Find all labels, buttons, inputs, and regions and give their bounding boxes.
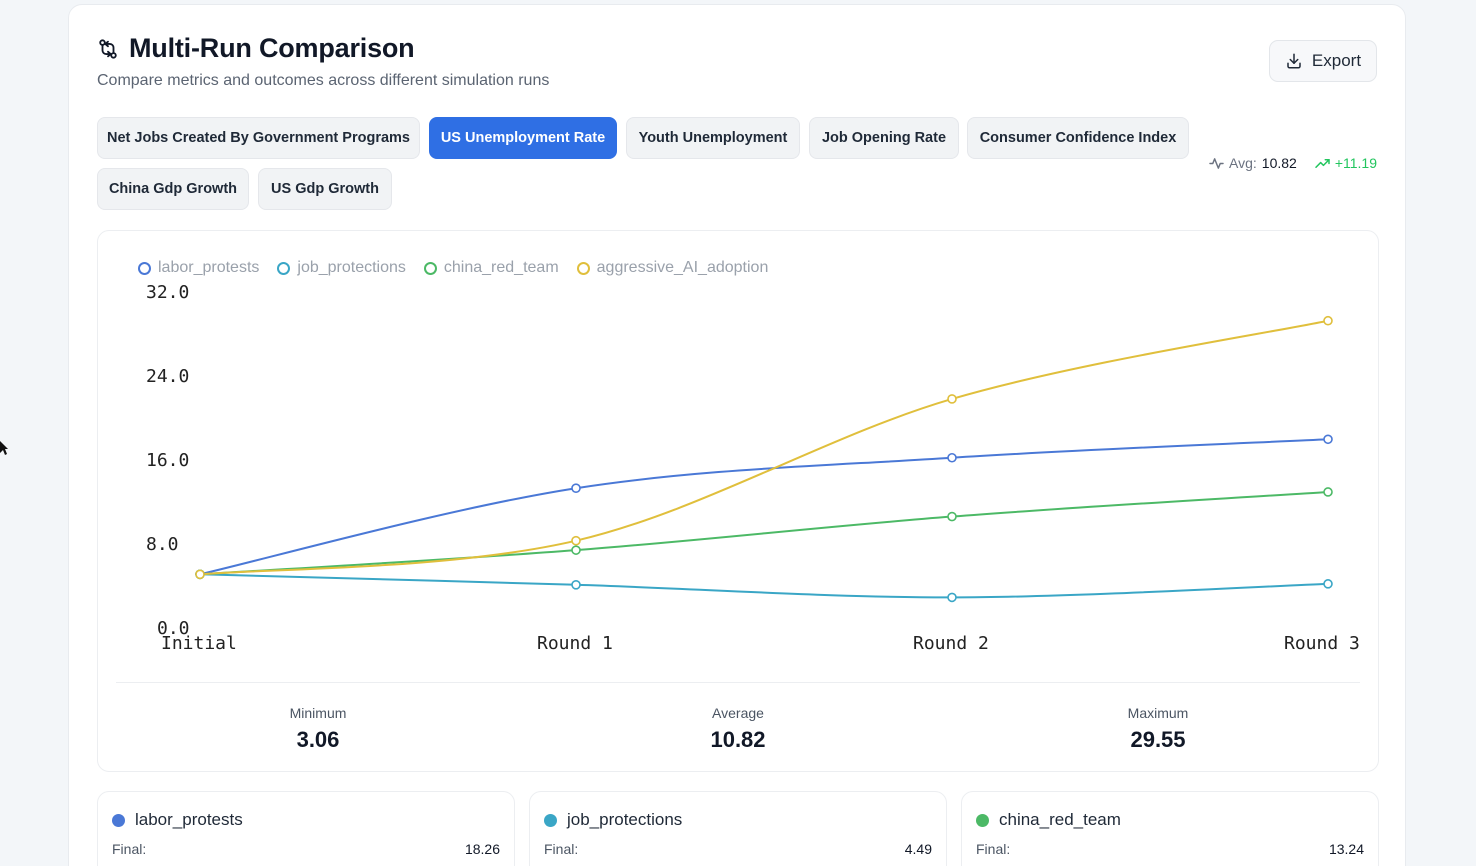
x-tick-label: Round 1 bbox=[537, 633, 613, 654]
tab-label: China Gdp Growth bbox=[108, 181, 238, 197]
data-point-china-red-team[interactable] bbox=[1323, 487, 1333, 497]
page-title: Multi-Run Comparison bbox=[129, 33, 415, 63]
series-line-china-red-team bbox=[199, 490, 1329, 576]
download-icon bbox=[1287, 53, 1301, 69]
stat-label: Average bbox=[712, 705, 764, 721]
stat-label: Minimum bbox=[289, 705, 347, 721]
data-point-aggressive-ai-adoption[interactable] bbox=[1323, 315, 1333, 326]
legend-item-aggressive-ai-adoption[interactable]: aggressive_AI_adoption bbox=[576, 259, 769, 277]
data-point-labor-protests[interactable] bbox=[947, 452, 957, 463]
legend-marker bbox=[423, 261, 437, 275]
tab-consumer-confidence-index[interactable]: Consumer Confidence Index bbox=[967, 117, 1189, 159]
data-point-aggressive-ai-adoption[interactable] bbox=[195, 569, 205, 580]
y-tick-label: 0.0 bbox=[157, 618, 190, 639]
stat-maximum: Maximum 29.55 bbox=[1058, 705, 1258, 753]
x-tick-label: Round 3 bbox=[1284, 633, 1360, 654]
final-value: 18.26 bbox=[464, 841, 500, 857]
legend-label: aggressive_AI_adoption bbox=[596, 259, 769, 276]
data-point-job-protections[interactable] bbox=[571, 579, 581, 590]
run-name: job_protections bbox=[567, 810, 683, 829]
tab-us-gdp-growth[interactable]: US Gdp Growth bbox=[258, 168, 392, 210]
data-point-aggressive-ai-adoption[interactable] bbox=[571, 535, 581, 546]
final-value: 4.49 bbox=[904, 841, 932, 857]
y-tick-label: 24.0 bbox=[146, 366, 190, 387]
x-tick-label: Round 2 bbox=[913, 633, 989, 654]
run-card-labor-protests[interactable]: labor_protests Final: 18.26 bbox=[97, 791, 515, 866]
metric-summary: Avg: 10.82 +11.19 bbox=[1209, 155, 1377, 171]
tab-label: Consumer Confidence Index bbox=[979, 130, 1177, 146]
tab-label: Job Opening Rate bbox=[821, 130, 947, 146]
legend-marker bbox=[277, 261, 291, 275]
legend-label: china_red_team bbox=[443, 259, 559, 276]
run-color-dot bbox=[976, 813, 989, 827]
y-tick-label: 8.0 bbox=[146, 534, 179, 555]
x-tick-label: Initial bbox=[161, 633, 237, 654]
export-label: Export bbox=[1311, 51, 1362, 70]
stat-label: Maximum bbox=[1127, 705, 1189, 721]
chart-card: labor_protests job_protections china_red… bbox=[97, 230, 1379, 772]
stat-value: 3.06 bbox=[296, 727, 340, 752]
delta-indicator: +11.19 bbox=[1315, 155, 1377, 171]
tab-china-gdp-growth[interactable]: China Gdp Growth bbox=[97, 168, 249, 210]
legend-item-job-protections[interactable]: job_protections bbox=[277, 259, 406, 277]
run-name: labor_protests bbox=[135, 810, 243, 829]
run-color-dot bbox=[112, 813, 125, 827]
page-subtitle: Compare metrics and outcomes across diff… bbox=[97, 72, 550, 89]
run-card-china-red-team[interactable]: china_red_team Final: 13.24 bbox=[961, 791, 1379, 866]
y-tick-label: 32.0 bbox=[146, 282, 190, 303]
line-chart bbox=[195, 315, 1333, 603]
avg-value: 10.82 bbox=[1261, 155, 1297, 171]
series-line-aggressive-ai-adoption bbox=[199, 319, 1329, 576]
legend-item-labor-protests[interactable]: labor_protests bbox=[138, 259, 259, 277]
activity-icon bbox=[1209, 157, 1224, 169]
tab-label: Youth Unemployment bbox=[638, 130, 788, 146]
run-name: china_red_team bbox=[999, 810, 1121, 829]
final-label: Final: bbox=[112, 841, 147, 857]
data-point-labor-protests[interactable] bbox=[1323, 434, 1333, 445]
tab-label: Net Jobs Created By Government Programs bbox=[107, 130, 410, 146]
final-label: Final: bbox=[544, 841, 579, 857]
stat-value: 10.82 bbox=[710, 727, 766, 752]
data-point-job-protections[interactable] bbox=[1323, 579, 1333, 589]
export-button[interactable]: Export bbox=[1269, 40, 1377, 82]
stat-minimum: Minimum 3.06 bbox=[218, 705, 418, 753]
delta-value: +11.19 bbox=[1334, 155, 1377, 171]
stat-value: 29.55 bbox=[1130, 727, 1186, 752]
data-point-china-red-team[interactable] bbox=[947, 511, 957, 522]
data-point-job-protections[interactable] bbox=[947, 592, 957, 603]
avg-indicator: Avg: 10.82 bbox=[1209, 155, 1297, 171]
legend-marker bbox=[138, 261, 151, 275]
tab-job-opening-rate[interactable]: Job Opening Rate bbox=[809, 117, 959, 159]
legend-label: labor_protests bbox=[158, 259, 260, 276]
data-point-labor-protests[interactable] bbox=[571, 483, 581, 494]
y-tick-label: 16.0 bbox=[146, 450, 190, 471]
comparison-panel: Multi-Run Comparison Compare metrics and… bbox=[68, 4, 1406, 866]
series-line-labor-protests bbox=[199, 438, 1329, 576]
tab-youth-unemployment[interactable]: Youth Unemployment bbox=[626, 117, 800, 159]
divider bbox=[116, 682, 1360, 683]
tab-label: US Unemployment Rate bbox=[440, 130, 606, 146]
run-color-dot bbox=[544, 813, 557, 827]
avg-label: Avg: bbox=[1229, 155, 1257, 171]
final-value: 13.24 bbox=[1328, 841, 1364, 857]
legend-marker bbox=[576, 261, 590, 275]
data-point-china-red-team[interactable] bbox=[571, 545, 581, 555]
header: Multi-Run Comparison Compare metrics and… bbox=[97, 33, 549, 90]
mouse-cursor-icon bbox=[0, 441, 8, 455]
legend-label: job_protections bbox=[297, 259, 406, 276]
data-point-aggressive-ai-adoption[interactable] bbox=[947, 394, 957, 404]
tab-us-unemployment-rate[interactable]: US Unemployment Rate bbox=[429, 117, 617, 159]
final-label: Final: bbox=[976, 841, 1011, 857]
run-card-job-protections[interactable]: job_protections Final: 4.49 bbox=[529, 791, 947, 866]
chart-legend: labor_protests job_protections china_red… bbox=[138, 259, 768, 277]
tab-net-jobs-created[interactable]: Net Jobs Created By Government Programs bbox=[97, 117, 420, 159]
trending-up-icon bbox=[1315, 158, 1330, 168]
stat-average: Average 10.82 bbox=[638, 705, 838, 753]
legend-item-china-red-team[interactable]: china_red_team bbox=[423, 259, 559, 277]
tab-label: US Gdp Growth bbox=[271, 181, 379, 197]
git-compare-icon bbox=[99, 38, 117, 59]
series-line-job-protections bbox=[199, 573, 1329, 599]
